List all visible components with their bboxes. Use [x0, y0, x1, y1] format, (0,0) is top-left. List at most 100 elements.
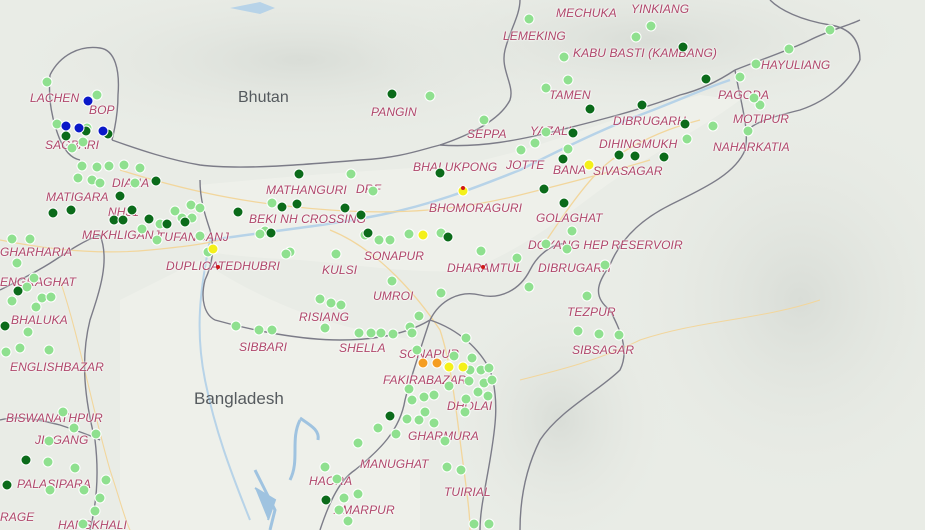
station-marker[interactable] [103, 160, 115, 172]
station-marker[interactable] [540, 82, 552, 94]
station-marker[interactable] [362, 227, 374, 239]
station-marker[interactable] [118, 159, 130, 171]
station-label-dharamtul[interactable]: DHARAMTUL [447, 261, 523, 275]
station-marker[interactable] [463, 375, 475, 387]
station-label-beki[interactable]: BEKI NH CROSSING [249, 212, 366, 226]
station-label-kabu-basti[interactable]: KABU BASTI (KAMBANG) [573, 46, 718, 60]
station-marker[interactable] [593, 328, 605, 340]
station-marker[interactable] [434, 167, 446, 179]
station-label-amarpur[interactable]: AMARPUR [334, 503, 395, 517]
station-label-sibsagar[interactable]: SIBSAGAR [572, 343, 635, 357]
station-marker[interactable] [47, 207, 59, 219]
station-marker[interactable] [459, 406, 471, 418]
station-marker[interactable] [352, 488, 364, 500]
station-label-hanskhali[interactable]: HANSKHALI [58, 518, 127, 530]
station-label-umroi[interactable]: UMROI [373, 289, 414, 303]
station-marker[interactable] [134, 162, 146, 174]
station-marker[interactable] [613, 329, 625, 341]
station-marker[interactable] [566, 225, 578, 237]
station-marker[interactable] [280, 248, 292, 260]
station-marker[interactable] [314, 293, 326, 305]
station-marker[interactable] [515, 144, 527, 156]
station-marker[interactable] [0, 320, 11, 332]
station-marker[interactable] [28, 272, 40, 284]
station-marker[interactable] [194, 230, 206, 242]
station-marker[interactable] [466, 352, 478, 364]
station-marker[interactable] [352, 437, 364, 449]
station-label-sibbari[interactable]: SIBBARI [239, 340, 288, 354]
station-label-duplicatedhubri[interactable]: DUPLICATEDHUBRI [166, 259, 280, 273]
station-marker[interactable] [417, 229, 429, 241]
station-label-mathanguri[interactable]: MATHANGURI [266, 183, 347, 197]
station-marker[interactable] [707, 120, 719, 132]
station-marker[interactable] [57, 406, 69, 418]
station-marker[interactable] [44, 484, 56, 496]
station-label-matigara[interactable]: MATIGARA [46, 190, 109, 204]
station-marker[interactable] [413, 310, 425, 322]
station-marker[interactable] [411, 344, 423, 356]
station-label-bhalukpong[interactable]: BHALUKPONG [413, 160, 498, 174]
station-marker[interactable] [401, 413, 413, 425]
station-marker[interactable] [428, 389, 440, 401]
station-marker[interactable] [511, 252, 523, 264]
station-marker[interactable] [384, 234, 396, 246]
station-marker[interactable] [455, 464, 467, 476]
station-marker[interactable] [333, 504, 345, 516]
station-marker[interactable] [439, 435, 451, 447]
station-marker[interactable] [538, 183, 550, 195]
station-marker[interactable] [478, 114, 490, 126]
station-label-golaghat[interactable]: GOLAGHAT [536, 211, 603, 225]
station-label-engraghat[interactable]: ENGRAGHAT [0, 275, 77, 289]
station-marker[interactable] [386, 88, 398, 100]
station-marker[interactable] [384, 410, 396, 422]
station-marker[interactable] [562, 74, 574, 86]
station-marker[interactable] [750, 58, 762, 70]
station-marker[interactable] [441, 461, 453, 473]
station-marker[interactable] [126, 204, 138, 216]
station-label-sonapur-n[interactable]: SONAPUR [364, 249, 425, 263]
station-marker[interactable] [372, 422, 384, 434]
station-marker[interactable] [91, 161, 103, 173]
station-label-bhaluka[interactable]: BHALUKA [11, 313, 68, 327]
station-marker[interactable] [331, 473, 343, 485]
station-label-sivasagar[interactable]: SIVASAGAR [593, 164, 663, 178]
station-marker[interactable] [94, 492, 106, 504]
station-marker[interactable] [179, 216, 191, 228]
station-marker[interactable] [100, 474, 112, 486]
station-marker[interactable] [630, 31, 642, 43]
station-marker[interactable] [677, 41, 689, 53]
station-marker[interactable] [22, 326, 34, 338]
station-marker[interactable] [353, 327, 365, 339]
station-label-manughat[interactable]: MANUGHAT [360, 457, 429, 471]
station-marker[interactable] [20, 454, 32, 466]
station-marker[interactable] [1, 479, 13, 491]
station-marker[interactable] [266, 324, 278, 336]
station-marker[interactable] [387, 328, 399, 340]
station-marker[interactable] [6, 233, 18, 245]
station-marker[interactable] [754, 99, 766, 111]
station-marker[interactable] [94, 177, 106, 189]
station-marker[interactable] [161, 218, 173, 230]
station-marker[interactable] [403, 228, 415, 240]
station-label-rage[interactable]: RAGE [0, 510, 35, 524]
station-marker[interactable] [599, 259, 611, 271]
station-marker[interactable] [558, 51, 570, 63]
station-marker[interactable] [77, 136, 89, 148]
station-marker[interactable] [339, 202, 351, 214]
station-marker[interactable] [216, 265, 220, 269]
station-label-tezpur[interactable]: TEZPUR [567, 305, 616, 319]
station-marker[interactable] [583, 159, 595, 171]
station-label-bana[interactable]: BANA [553, 163, 587, 177]
station-marker[interactable] [658, 151, 670, 163]
station-marker[interactable] [375, 327, 387, 339]
station-marker[interactable] [91, 89, 103, 101]
station-label-dholai[interactable]: DHOLAI [447, 399, 493, 413]
station-marker[interactable] [481, 265, 485, 269]
station-marker[interactable] [60, 130, 72, 142]
station-marker[interactable] [486, 374, 498, 386]
station-marker[interactable] [483, 518, 495, 530]
station-marker[interactable] [636, 99, 648, 111]
station-marker[interactable] [373, 234, 385, 246]
station-marker[interactable] [320, 494, 332, 506]
